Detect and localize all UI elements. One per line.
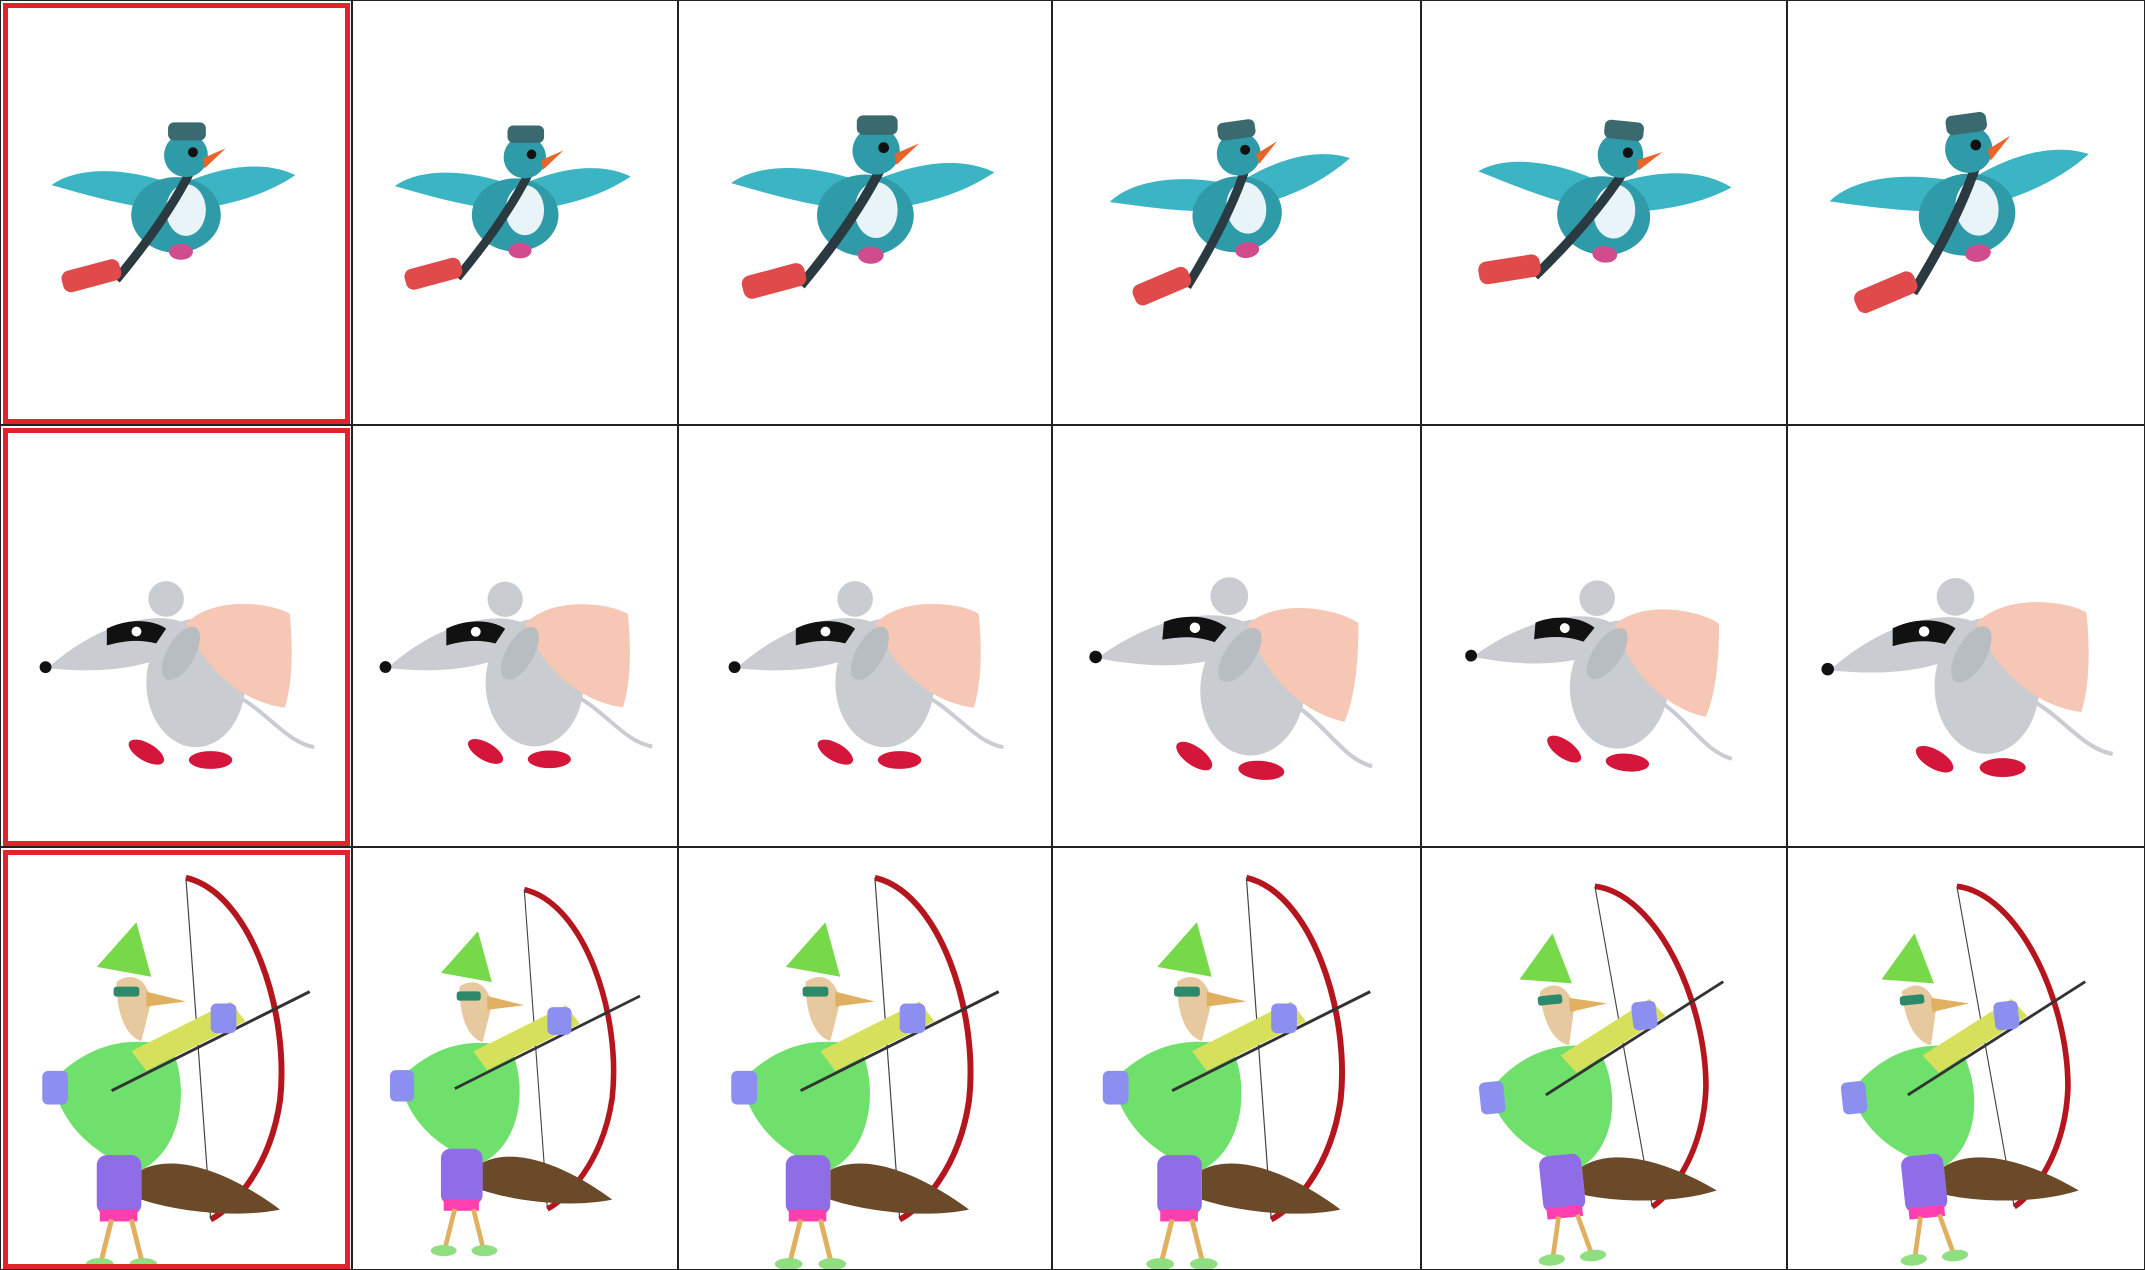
pigeon-row-frame-3	[678, 0, 1052, 425]
archer-row-frame-1	[0, 847, 352, 1270]
mouse-row-frame-4	[1052, 425, 1421, 847]
pigeon-icon	[731, 115, 995, 299]
archer-icon	[1478, 883, 1724, 1266]
mouse-icon	[1821, 578, 2114, 778]
archer-icon	[1840, 883, 2086, 1266]
mouse-icon	[1089, 577, 1373, 780]
mouse-row-frame-5	[1421, 425, 1787, 847]
pigeon-row-frame-5	[1421, 0, 1787, 425]
archer-row-frame-4	[1052, 847, 1421, 1270]
pigeon-row-frame-1	[0, 0, 352, 425]
pigeon-icon	[394, 125, 631, 290]
archer-row-frame-5	[1421, 847, 1787, 1270]
mouse-row-frame-1	[0, 425, 352, 847]
archer-row-frame-6	[1787, 847, 2145, 1270]
mouse-icon	[1465, 580, 1733, 772]
pigeon-icon	[51, 122, 296, 293]
pigeon-icon	[1478, 119, 1732, 285]
mouse-row-frame-6	[1787, 425, 2145, 847]
pigeon-row-frame-6	[1787, 0, 2145, 425]
archer-row-frame-3	[678, 847, 1052, 1270]
archer-icon	[731, 874, 1000, 1269]
mouse-row-frame-3	[678, 425, 1052, 847]
mouse-icon	[728, 581, 1004, 769]
archer-icon	[390, 886, 641, 1257]
archer-row-frame-2	[352, 847, 678, 1270]
archer-icon	[42, 874, 311, 1269]
mouse-icon	[39, 581, 315, 769]
mouse-row-frame-2	[352, 425, 678, 847]
archer-icon	[1102, 874, 1371, 1269]
mouse-icon	[379, 581, 653, 769]
pigeon-icon	[1829, 111, 2089, 314]
pigeon-icon	[1109, 119, 1350, 306]
pigeon-row-frame-4	[1052, 0, 1421, 425]
pigeon-row-frame-2	[352, 0, 678, 425]
